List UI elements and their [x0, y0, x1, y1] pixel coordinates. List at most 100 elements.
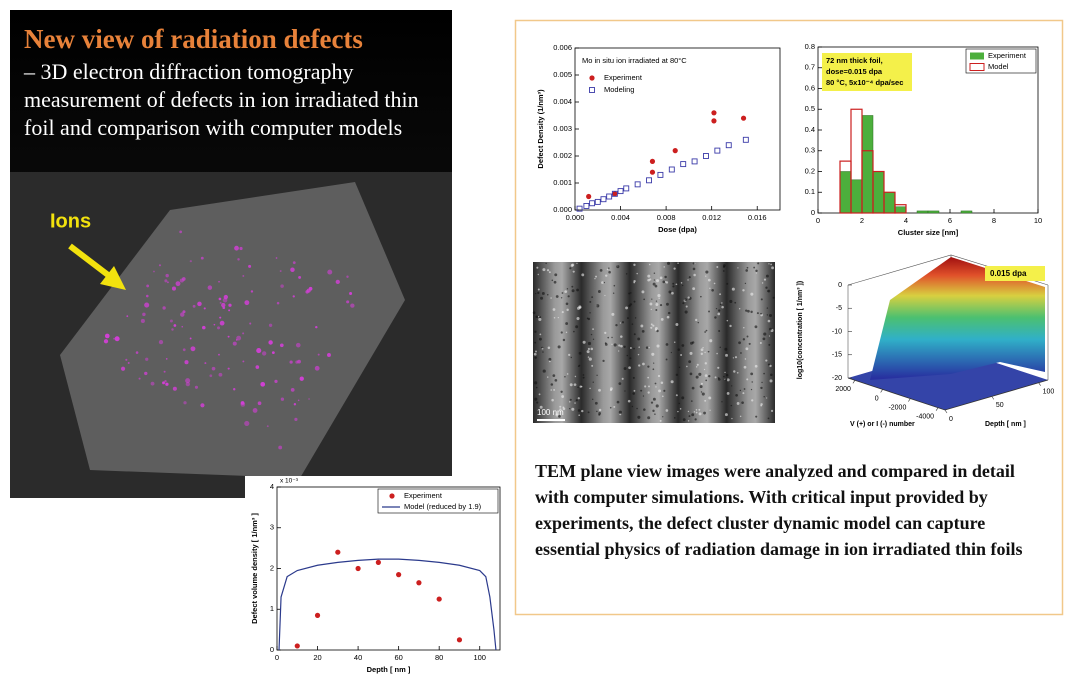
defect-dot — [190, 346, 196, 352]
tem-speckle — [615, 323, 618, 327]
tem-speckle — [577, 409, 581, 412]
y-tick-label: 0.006 — [553, 43, 572, 52]
defect-dot — [189, 337, 192, 340]
defect-dot — [271, 351, 275, 355]
tem-speckle — [726, 378, 730, 382]
concentration-surface — [870, 257, 1045, 380]
tem-speckle — [691, 341, 695, 344]
tem-speckle — [688, 276, 691, 279]
tem-speckle — [627, 399, 631, 403]
tem-speckle — [665, 302, 669, 306]
data-point — [634, 181, 641, 188]
tem-speckle — [576, 262, 578, 265]
tem-speckle — [560, 297, 563, 299]
y-tick-label: 0.000 — [553, 205, 572, 214]
tem-speckle — [687, 296, 690, 299]
defect-dot — [298, 275, 302, 279]
tem-speckle — [648, 263, 651, 266]
defect-dot — [280, 397, 285, 401]
tem-speckle — [596, 304, 600, 308]
tem-speckle — [548, 357, 552, 361]
tem-speckle — [566, 288, 569, 290]
data-point — [646, 177, 652, 184]
tem-speckle — [626, 354, 629, 357]
tem-speckle — [641, 290, 645, 294]
tem-speckle — [632, 392, 635, 395]
defect-dot — [228, 309, 231, 312]
z-tick-label: -10 — [832, 328, 842, 335]
defect-dot — [140, 318, 145, 324]
tem-speckle — [671, 291, 674, 295]
tem-speckle — [604, 342, 607, 345]
v-tick-label: -2000 — [888, 404, 906, 411]
data-point — [672, 148, 678, 154]
y-tick-label: 0.4 — [805, 125, 815, 134]
tem-speckle — [717, 312, 721, 316]
tem-speckle — [660, 317, 664, 321]
tem-speckle — [637, 415, 641, 419]
x-axis-label: Cluster size [nm] — [898, 228, 959, 237]
tem-speckle — [715, 307, 718, 310]
tem-speckle — [644, 385, 647, 388]
tem-speckle — [633, 389, 636, 392]
tem-speckle — [721, 305, 724, 309]
tem-speckle — [653, 362, 655, 364]
defect-dot — [278, 445, 283, 450]
tem-speckle — [729, 324, 732, 328]
tem-speckle — [609, 406, 612, 409]
tem-speckle — [611, 312, 615, 316]
tem-speckle — [573, 383, 577, 387]
tem-speckle — [650, 308, 652, 311]
tem-speckle — [660, 381, 664, 384]
tem-speckle — [654, 328, 658, 331]
y-tick-label: 0.001 — [553, 178, 572, 187]
tem-speckle — [713, 282, 716, 285]
tem-speckle — [659, 303, 663, 307]
defect-dot — [179, 230, 183, 234]
z-tick-label: 0 — [838, 282, 842, 289]
tem-speckle — [552, 374, 556, 377]
defect-dot — [164, 380, 167, 383]
tem-speckle — [707, 278, 711, 282]
tem-speckle — [577, 386, 579, 388]
tem-speckle — [688, 415, 691, 418]
tem-speckle — [740, 352, 742, 354]
tem-speckle — [767, 319, 771, 323]
tem-speckle — [570, 356, 573, 359]
tem-speckle — [665, 409, 669, 412]
tem-speckle — [636, 272, 638, 275]
defect-dot — [260, 381, 266, 387]
tem-speckle — [657, 294, 661, 298]
tem-speckle — [708, 396, 712, 400]
defect-dot — [227, 335, 230, 338]
data-point — [711, 110, 717, 116]
tem-speckle — [700, 352, 704, 356]
tem-speckle — [673, 267, 676, 270]
tem-speckle — [581, 273, 585, 277]
tem-speckle — [569, 383, 573, 387]
legend-label: Experiment — [988, 51, 1027, 60]
tem-speckle — [734, 301, 737, 304]
tem-speckle — [595, 275, 598, 278]
depth-tick — [944, 409, 948, 414]
tem-speckle — [624, 390, 626, 392]
tem-speckle — [721, 302, 723, 304]
tem-speckle — [770, 373, 773, 377]
tem-speckle — [675, 283, 678, 286]
tem-speckle — [648, 346, 650, 349]
legend-label: Experiment — [604, 73, 643, 82]
tem-speckle — [754, 325, 758, 329]
defect-dot — [204, 362, 207, 365]
defect-dot — [276, 301, 280, 305]
legend-swatch — [589, 75, 595, 81]
defect-dot — [327, 269, 333, 275]
data-point — [725, 142, 732, 149]
tem-speckle — [659, 419, 662, 422]
defect-dot — [268, 340, 273, 345]
tem-speckle — [633, 263, 636, 267]
data-point — [657, 171, 664, 178]
tem-speckle — [763, 372, 765, 375]
y-tick-label: 0.3 — [805, 146, 815, 155]
defect-dot — [279, 343, 284, 348]
defect-dot — [279, 270, 282, 272]
